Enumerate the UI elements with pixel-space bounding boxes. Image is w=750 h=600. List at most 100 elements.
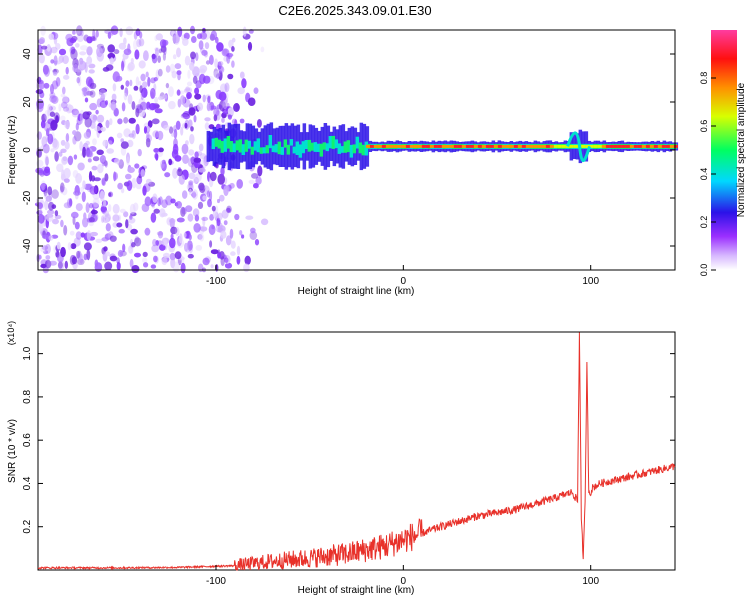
noise-cell [112,214,120,222]
noise-cell [40,263,47,269]
noise-cell [194,151,199,159]
band-core-segment [537,144,542,148]
noise-cell [179,233,183,244]
noise-cell [41,45,48,50]
noise-cell [180,127,184,136]
noise-cell [104,100,109,106]
band-core-segment [541,144,546,148]
noise-cell [131,242,136,248]
band-core-segment [601,144,606,148]
noise-cell [190,51,196,60]
noise-cell [83,131,91,139]
noise-cell [225,235,232,246]
noise-cell [118,228,125,234]
colorbar-tick-label: 0.8 [699,72,709,85]
band-outer-segment [290,123,295,170]
snr-ytick-label: 0.6 [22,433,33,447]
noise-cell [85,150,93,158]
noise-cell [83,242,92,251]
noise-cell [148,181,156,187]
noise-cell [165,82,170,89]
noise-cell [47,209,55,215]
noise-cell [127,167,135,173]
band-inner-segment [268,135,273,149]
noise-cell [94,262,103,272]
noise-cell [135,108,140,118]
noise-cell [244,255,251,265]
noise-cell [36,159,44,168]
noise-cell [153,148,160,153]
noise-cell [153,77,158,82]
band-inner-segment [364,141,369,156]
noise-cell [147,76,151,87]
noise-cell [71,256,78,265]
noise-cell [84,97,89,103]
noise-cell [181,143,189,155]
noise-cell [209,214,215,221]
noise-cell [61,101,68,109]
noise-cell [171,149,179,159]
noise-cell [142,81,148,88]
band-core-segment [593,144,598,148]
snr-panel: 0.2 0.4 0.6 0.8 1.0 -100 0 100 Height of strai… [6,321,676,596]
noise-cell [139,31,143,39]
noise-cell [150,87,156,99]
noise-cell [136,38,142,48]
noise-cell [185,140,189,146]
noise-cell [76,77,81,84]
noise-cell [96,46,103,58]
noise-cell [107,140,113,146]
band-inner-segment [238,139,243,153]
noise-cell [53,60,62,65]
band-core-segment [385,144,390,148]
spectrogram-ytick-label: 40 [22,48,33,60]
noise-cell [81,191,86,203]
band-core-segment [429,144,434,148]
noise-cell [192,66,200,77]
noise-cell [43,185,48,197]
noise-cell [209,240,213,248]
noise-cell [49,260,57,266]
noise-cell [131,101,136,110]
band-inner-segment [310,142,315,151]
noise-cell [69,230,75,236]
noise-cell [221,48,230,57]
noise-cell [141,203,150,212]
noise-cell [209,54,214,65]
noise-cell [104,173,109,182]
noise-cell [142,185,147,196]
noise-cell [226,205,232,214]
noise-cell [227,114,232,120]
noise-cell [54,151,59,162]
noise-cell [53,112,60,123]
noise-cell [101,157,105,163]
noise-cell [138,81,142,86]
noise-cell [37,214,45,224]
band-core-segment [605,144,610,148]
noise-cell [123,128,131,138]
band-outer-segment [251,125,256,168]
noise-cell [215,205,219,217]
noise-cell [64,260,69,269]
noise-cell [99,190,105,202]
noise-cell [77,250,82,261]
band-core-segment [473,144,478,148]
noise-cell [105,217,110,223]
noise-cell [254,239,260,246]
noise-cell [182,154,189,164]
band-inner-segment [301,141,306,154]
noise-cell [172,261,180,273]
noise-cell [87,158,92,163]
band-core-segment [569,144,574,148]
noise-cell [88,202,94,209]
noise-cell [86,46,93,56]
band-outer-segment [281,125,286,167]
noise-cell [116,257,120,265]
spectrogram-xlabel: Height of straight line (km) [298,286,415,297]
noise-cell [226,53,231,64]
noise-cell [62,55,69,65]
noise-cell [109,255,118,262]
noise-cell [107,52,116,60]
noise-cell [134,252,141,258]
noise-cell [260,46,265,53]
